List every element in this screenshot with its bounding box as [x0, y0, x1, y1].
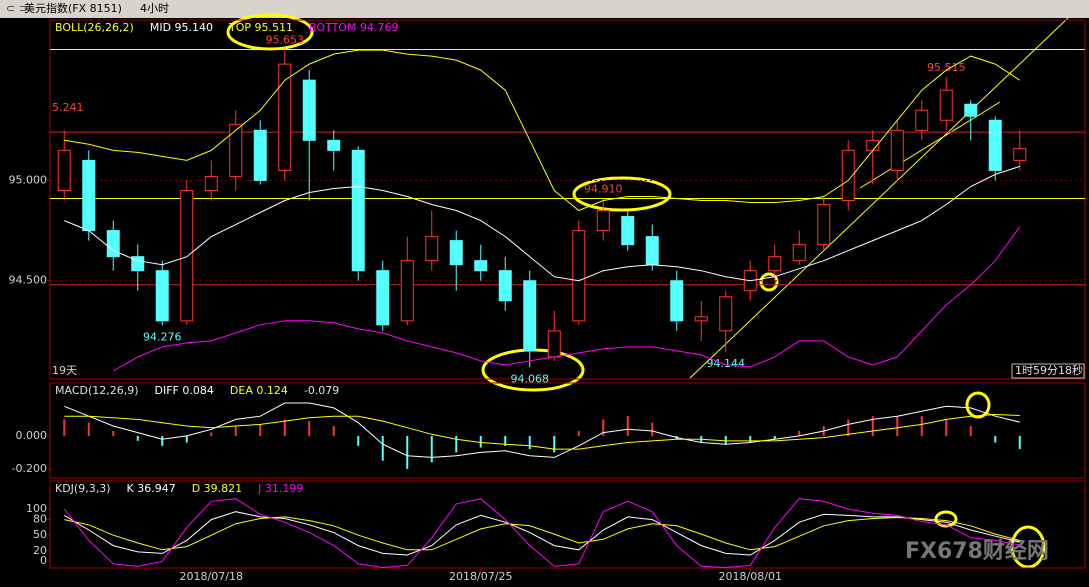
candle-body: [351, 149, 365, 272]
indicator-line: [64, 413, 1020, 450]
panel-border: [49, 19, 1086, 380]
indicator-line: [64, 165, 1020, 282]
legend-entry: J 31.199: [257, 482, 303, 495]
indicator-line: [64, 49, 1021, 212]
candle-body: [572, 230, 586, 322]
indicator-line: [113, 226, 1021, 372]
highlight-circle: [572, 176, 672, 212]
x-tick-label: 2018/07/25: [449, 570, 512, 583]
y-tick-label: 94.500: [9, 274, 48, 287]
bar-count: 19天: [52, 364, 77, 377]
legend-entry: D 39.821: [192, 482, 242, 495]
candle-body: [792, 244, 806, 262]
candle-body: [204, 175, 218, 191]
highlight-circle: [1010, 525, 1046, 569]
legend-entry: DIFF 0.084: [155, 384, 214, 397]
candle-body: [229, 123, 243, 177]
legend-entry: MID 95.140: [150, 21, 213, 34]
price-annotation: 94.910: [584, 182, 623, 195]
nav-arrows[interactable]: ⊂ ⊃: [6, 2, 28, 15]
candle-body: [131, 256, 145, 272]
legend-entry: DEA 0.124: [230, 384, 288, 397]
level-label: 5.241: [52, 101, 84, 114]
y-tick-label: -0.200: [12, 462, 47, 475]
candle-body: [82, 159, 96, 232]
y-tick-label: 20: [33, 544, 47, 557]
candle-body: [155, 270, 169, 322]
price-annotation: 94.068: [511, 372, 550, 385]
candle-body: [425, 236, 439, 262]
candle-body: [670, 280, 684, 322]
candle-body: [768, 256, 782, 272]
candle-body: [841, 149, 855, 202]
candle-body: [180, 189, 194, 322]
candle-body: [915, 109, 929, 131]
candle-body: [278, 63, 292, 171]
symbol-title: 美元指数(FX 8151): [24, 1, 122, 15]
candle-body: [988, 119, 1002, 171]
panel-border: [49, 480, 1086, 569]
candle-body: [376, 270, 390, 326]
candle-body: [106, 230, 120, 258]
candle-body: [939, 89, 953, 121]
candle-body: [327, 139, 341, 151]
indicator-line: [64, 511, 1020, 556]
x-tick-label: 2018/07/18: [180, 570, 243, 583]
y-tick-label: 100: [26, 502, 47, 515]
highlight-circle: [759, 272, 779, 292]
price-annotation: 95.515: [927, 61, 966, 74]
candle-body: [596, 210, 610, 232]
y-tick-label: 50: [33, 528, 47, 541]
highlight-circle: [965, 391, 991, 419]
y-tick-label: 0: [40, 554, 47, 567]
legend-entry: K 36.947: [127, 482, 176, 495]
candle-body: [964, 103, 978, 117]
candle-body: [57, 149, 71, 191]
candle-body: [449, 240, 463, 266]
candle-body: [817, 204, 831, 246]
indicator-line: [64, 402, 1020, 458]
price-annotation: 94.276: [143, 331, 182, 344]
indicator-title: BOLL(26,26,2): [55, 21, 134, 34]
candle-body: [547, 330, 561, 358]
candle-body: [253, 129, 267, 181]
legend-entry: -0.079: [304, 384, 339, 397]
timer-box: [1011, 363, 1085, 379]
indicator-line: [64, 516, 1020, 551]
y-tick-label: 80: [33, 513, 47, 526]
price-annotation: 95.653: [266, 33, 305, 46]
candle-body: [694, 316, 708, 322]
y-tick-label: 0.000: [16, 429, 48, 442]
indicator-title: KDJ(9,3,3): [55, 482, 111, 495]
period[interactable]: 4小时: [140, 2, 169, 15]
highlight-circle: [934, 510, 958, 528]
price-annotation: 94.144: [707, 357, 746, 370]
candle-body: [523, 280, 537, 352]
panel-border: [49, 382, 1086, 479]
candle-body: [474, 260, 488, 272]
indicator-line: [63, 498, 1020, 569]
candle-body: [498, 270, 512, 302]
title-bar: [0, 0, 1089, 18]
candle-body: [400, 260, 414, 322]
candle-body: [302, 79, 316, 141]
x-tick-label: 2018/08/01: [719, 570, 782, 583]
watermark: FX678财经网: [905, 538, 1049, 564]
candle-body: [621, 216, 635, 246]
legend-entry: BOTTOM 94.769: [309, 21, 398, 34]
y-tick-label: 95.000: [9, 173, 48, 186]
candle-body: [890, 129, 904, 171]
legend-entry: TOP 95.511: [228, 21, 293, 34]
candle-body: [719, 296, 733, 332]
countdown: 1时59分18秒: [1015, 363, 1083, 377]
candle-body: [1013, 147, 1027, 161]
candle-body: [645, 236, 659, 266]
indicator-title: MACD(12,26,9): [55, 384, 139, 397]
